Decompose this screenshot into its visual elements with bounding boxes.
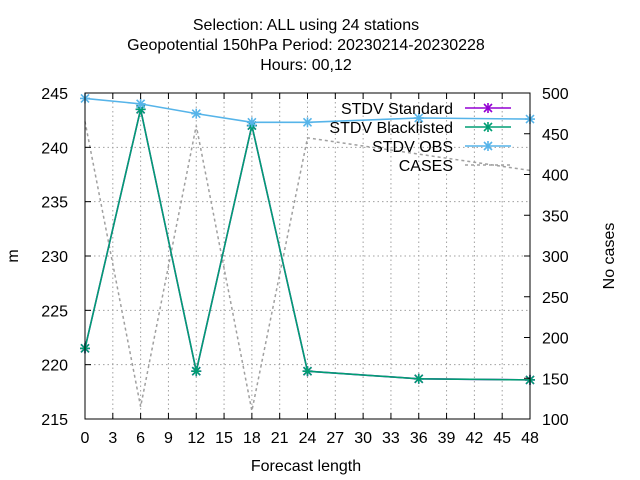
chart-title-line-1: Selection: ALL using 24 stations xyxy=(192,17,420,34)
x-tick-label: 21 xyxy=(271,430,289,447)
y-tick-label: 215 xyxy=(41,412,68,429)
x-tick-label: 36 xyxy=(410,430,428,447)
x-tick-label: 9 xyxy=(164,430,173,447)
stdv-obs-point xyxy=(191,108,202,119)
cases-series xyxy=(84,121,531,411)
x-tick-label: 30 xyxy=(354,430,372,447)
y-axis-label: m xyxy=(5,249,22,262)
stdv-blacklisted-point xyxy=(413,373,424,384)
y-tick-label: 230 xyxy=(41,249,68,266)
chart-title-line-3: Hours: 00,12 xyxy=(260,57,352,74)
stdv-blacklisted-point xyxy=(191,366,202,377)
chart-title-line-2: Geopotential 150hPa Period: 20230214-202… xyxy=(127,37,485,54)
x-tick-label: 45 xyxy=(493,430,511,447)
y-tick-label: 245 xyxy=(41,86,68,103)
legend-label: STDV OBS xyxy=(372,139,453,156)
stdv-obs-point xyxy=(246,117,257,128)
axis-ticks: 0 3 6 9 12 15 18 21 24 27 30 33 36 39 42 45 482152202252… xyxy=(41,86,569,447)
y2-tick-label: 100 xyxy=(542,412,569,429)
y-tick-label: 225 xyxy=(41,303,68,320)
y2-tick-label: 450 xyxy=(542,127,569,144)
legend-label: STDV Standard xyxy=(341,101,453,118)
y-tick-label: 235 xyxy=(41,195,68,212)
x-tick-label: 0 xyxy=(81,430,90,447)
x-tick-label: 15 xyxy=(215,430,233,447)
x-tick-label: 12 xyxy=(187,430,205,447)
stdv-obs-point xyxy=(302,117,313,128)
grid-lines xyxy=(85,93,530,419)
y2-tick-label: 350 xyxy=(542,208,569,225)
x-tick-label: 48 xyxy=(521,430,539,447)
legend-label: CASES xyxy=(399,158,453,175)
stdv-standard-line xyxy=(84,109,531,381)
x-tick-label: 24 xyxy=(299,430,317,447)
y-tick-label: 220 xyxy=(41,358,68,375)
legend: STDV Standard STDV Blacklisted STDV OBS CAS… xyxy=(329,101,511,175)
x-tick-label: 27 xyxy=(326,430,344,447)
stdv-blacklisted-line xyxy=(84,109,531,381)
x-tick-label: 42 xyxy=(465,430,483,447)
y2-tick-label: 300 xyxy=(542,249,569,266)
stdv-blacklisted-point xyxy=(302,366,313,377)
x-tick-label: 33 xyxy=(382,430,400,447)
y2-tick-label: 200 xyxy=(542,331,569,348)
y2-axis-label: No cases xyxy=(601,223,618,290)
y2-tick-label: 250 xyxy=(542,290,569,307)
y-tick-label: 240 xyxy=(41,140,68,157)
y2-tick-label: 150 xyxy=(542,371,569,388)
x-tick-label: 3 xyxy=(108,430,117,447)
y2-tick-label: 500 xyxy=(542,86,569,103)
x-tick-label: 18 xyxy=(243,430,261,447)
stdv-obs-point xyxy=(135,98,146,109)
stdv-obs-point xyxy=(413,112,424,123)
stdv-series xyxy=(80,93,535,385)
x-axis-label: Forecast length xyxy=(251,458,361,475)
y2-tick-label: 400 xyxy=(542,168,569,185)
x-tick-label: 39 xyxy=(438,430,456,447)
legend-label: STDV Blacklisted xyxy=(329,120,453,137)
cases-line xyxy=(84,121,531,411)
x-tick-label: 6 xyxy=(136,430,145,447)
